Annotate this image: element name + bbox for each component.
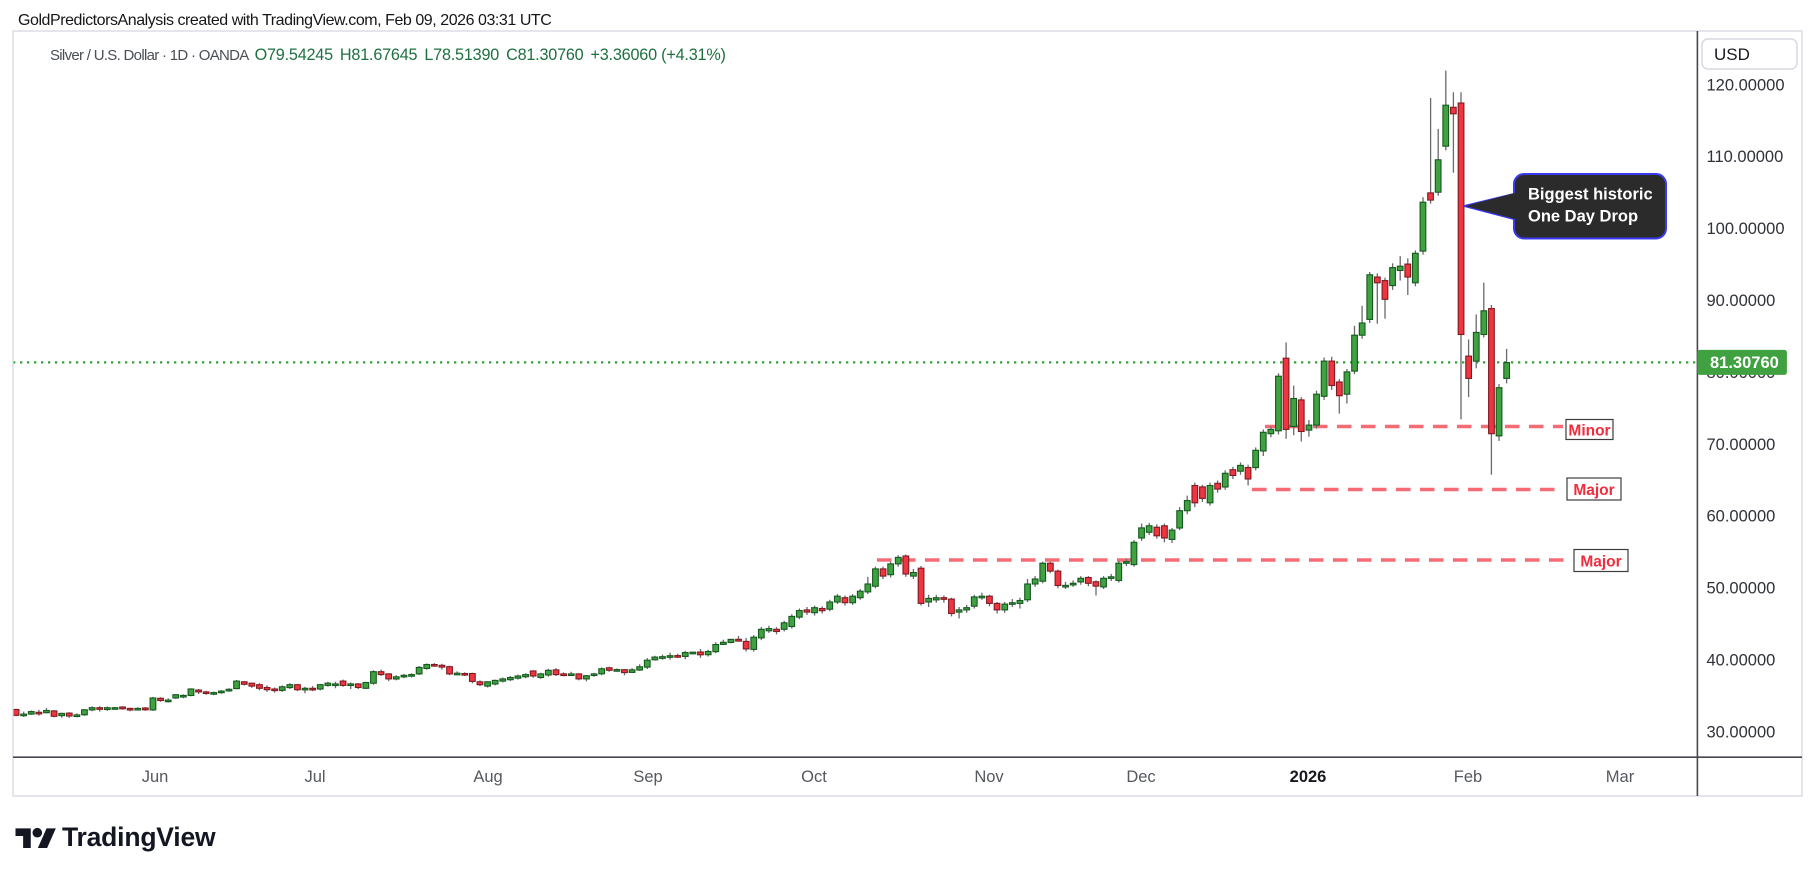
svg-text:TradingView: TradingView (62, 822, 216, 852)
svg-text:110.00000: 110.00000 (1707, 148, 1784, 166)
svg-text:GoldPredictorsAnalysis created: GoldPredictorsAnalysis created with Trad… (18, 12, 551, 29)
svg-text:Nov: Nov (974, 768, 1004, 786)
svg-text:2026: 2026 (1290, 768, 1327, 786)
svg-text:Silver / U.S. Dollar · 1D · OA: Silver / U.S. Dollar · 1D · OANDA O79.542… (50, 46, 726, 64)
svg-text:Dec: Dec (1126, 768, 1155, 786)
svg-text:Jul: Jul (304, 768, 325, 786)
svg-text:70.00000: 70.00000 (1707, 436, 1776, 454)
svg-text:90.00000: 90.00000 (1707, 292, 1776, 310)
svg-text:One Day Drop: One Day Drop (1528, 208, 1638, 226)
svg-text:40.00000: 40.00000 (1707, 652, 1776, 670)
svg-text:60.00000: 60.00000 (1707, 508, 1776, 526)
svg-text:USD: USD (1714, 45, 1750, 64)
svg-text:Major: Major (1580, 553, 1621, 570)
svg-text:81.30760: 81.30760 (1710, 354, 1779, 372)
svg-text:30.00000: 30.00000 (1707, 723, 1776, 741)
svg-text:Aug: Aug (473, 768, 502, 786)
svg-text:Jun: Jun (142, 768, 169, 786)
svg-text:50.00000: 50.00000 (1707, 580, 1776, 598)
svg-text:Oct: Oct (801, 768, 827, 786)
svg-text:100.00000: 100.00000 (1707, 220, 1785, 238)
svg-text:Feb: Feb (1454, 768, 1482, 786)
svg-text:Mar: Mar (1606, 768, 1635, 786)
svg-text:Minor: Minor (1568, 422, 1610, 439)
svg-text:Major: Major (1573, 482, 1614, 499)
svg-text:120.00000: 120.00000 (1707, 76, 1785, 94)
svg-text:Sep: Sep (633, 768, 662, 786)
svg-text:Biggest historic: Biggest historic (1528, 186, 1653, 204)
